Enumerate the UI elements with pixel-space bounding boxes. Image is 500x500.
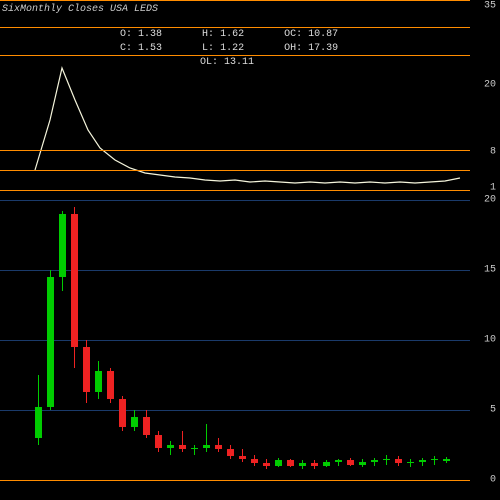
chart-container: SixMonthly Closes USA LEDS O: 1.38 H: 1.… (0, 0, 500, 500)
oh-label: OH: 17.39 (284, 42, 338, 56)
y-axis-label: 20 (484, 80, 496, 91)
y-axis-label: 35 (484, 1, 496, 12)
y-axis-label: 1 (490, 183, 496, 194)
ol-label: OL: 13.11 (200, 56, 254, 70)
blue-gridline (0, 410, 470, 411)
orange-gridline (0, 170, 470, 171)
high-label: H: 1.62 (202, 28, 244, 42)
y-axis-label: 10 (484, 335, 496, 346)
y-axis-label: 20 (484, 195, 496, 206)
close-label: C: 1.53 (120, 42, 162, 56)
chart-title: SixMonthly Closes USA LEDS (2, 4, 158, 15)
open-label: O: 1.38 (120, 28, 162, 42)
indicator-line (35, 68, 460, 183)
y-axis-label: 0 (490, 475, 496, 486)
blue-gridline (0, 200, 470, 201)
oc-label: OC: 10.87 (284, 28, 338, 42)
ohlc-display: O: 1.38 H: 1.62 OC: 10.87 C: 1.53 L: 1.2… (120, 28, 338, 70)
orange-baseline (0, 480, 470, 481)
y-axis-label: 8 (490, 147, 496, 158)
orange-gridline (0, 150, 470, 151)
orange-gridline (0, 190, 470, 191)
orange-gridline (0, 55, 470, 56)
y-axis-label: 15 (484, 265, 496, 276)
y-axis-label: 5 (490, 405, 496, 416)
orange-gridline (0, 0, 470, 1)
low-label: L: 1.22 (202, 42, 244, 56)
orange-gridline (0, 27, 470, 28)
